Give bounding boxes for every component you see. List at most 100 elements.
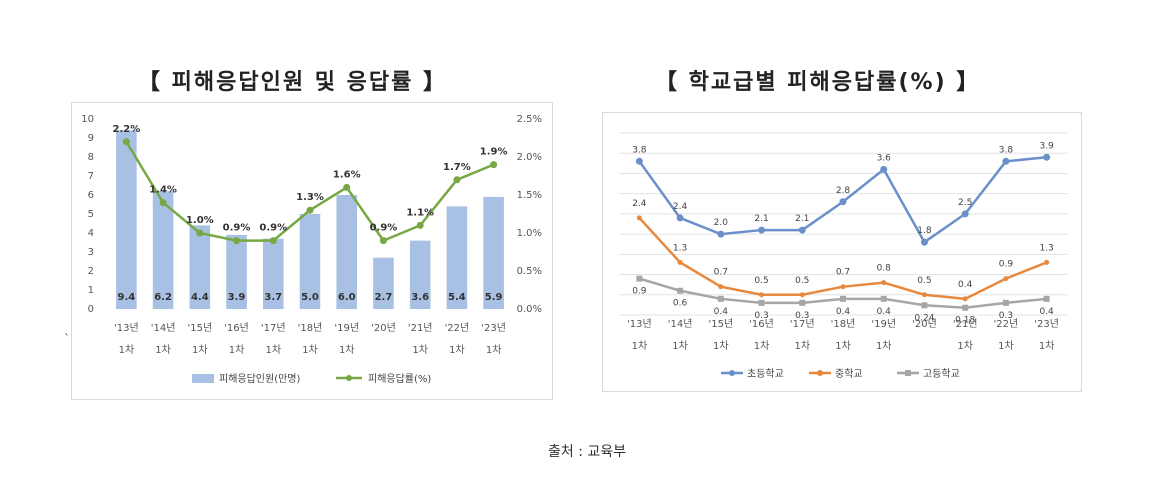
- left-axis-tick-label: 0: [88, 304, 94, 315]
- series-point: [758, 226, 766, 234]
- bar: [373, 257, 394, 309]
- series-point: [799, 299, 806, 306]
- bar-value-label: 3.9: [228, 292, 246, 303]
- bar: [336, 195, 358, 309]
- x-tick-label: 1차: [265, 344, 281, 356]
- series-point: [758, 299, 765, 306]
- bar-value-label: 6.2: [154, 292, 172, 303]
- series-value-label: 0.3: [795, 311, 809, 321]
- left-chart-title: 【 피해응답인원 및 응답률 】: [138, 70, 448, 95]
- x-tick-label: 1차: [794, 340, 810, 352]
- legend-marker: [729, 370, 735, 376]
- rate-value-label: 1.1%: [406, 207, 434, 218]
- series-point: [717, 230, 725, 238]
- bar: [152, 191, 174, 309]
- x-tick-label: '23년: [481, 322, 506, 334]
- left-axis-tick-label: 9: [88, 133, 94, 144]
- series-point: [840, 295, 846, 302]
- x-tick-label: '22년: [445, 322, 470, 334]
- rate-value-label: 1.4%: [149, 185, 177, 196]
- series-value-label: 2.4: [673, 202, 688, 212]
- right-chart-title: 【 학교급별 피해응답률(%) 】: [655, 70, 981, 95]
- x-tick-label: 1차: [1039, 340, 1055, 352]
- bar: [226, 234, 247, 309]
- right-chart-svg: 3.8 2.4 2.0 2.1 2.1 2.8 3.6 1.8 2.5 3.8 3.9 2.4 1.3 0…: [619, 132, 1067, 380]
- x-tick-label: '14년: [151, 322, 176, 334]
- left-chart-svg: 0 1 2 3 4 5 6 7 8 9 10 0.0% 0.5% 1.0% 1.5% 2.0% 2.5% 9.4 6…: [81, 114, 542, 385]
- legend-line-label: 피해응답률(%): [368, 372, 431, 385]
- series-value-label: 0.6: [673, 299, 688, 309]
- series-value-label: 0.8: [877, 264, 892, 274]
- x-tick-label: '22년: [994, 318, 1019, 330]
- series-point: [1044, 259, 1050, 265]
- legend-label: 중학교: [835, 368, 863, 380]
- left-axis-tick-label: 2: [88, 266, 94, 277]
- legend-label: 초등학교: [747, 368, 784, 380]
- legend-label: 고등학교: [923, 368, 960, 380]
- x-tick-label: '21년: [953, 318, 978, 330]
- series-point: [718, 284, 724, 290]
- rate-point: [122, 138, 130, 146]
- bar-value-label: 5.9: [485, 292, 503, 303]
- series-line: [639, 277, 1047, 309]
- series-point: [880, 165, 888, 173]
- x-tick-label: 1차: [412, 344, 428, 356]
- series-point: [635, 157, 643, 165]
- x-tick-label: '13년: [114, 322, 139, 334]
- bar: [262, 238, 284, 309]
- x-tick-label: '13년: [627, 318, 652, 330]
- right-axis-tick-label: 1.5%: [517, 190, 542, 201]
- series-point: [799, 292, 805, 298]
- series-point: [1003, 276, 1009, 282]
- series-value-label: 0.3: [754, 311, 768, 321]
- x-tick-label: '15년: [187, 322, 212, 334]
- x-tick-label: '21년: [408, 322, 433, 334]
- rate-point: [343, 183, 351, 191]
- series-value-label: 2.1: [754, 214, 768, 224]
- rate-value-label: 1.7%: [443, 162, 471, 173]
- bar: [446, 206, 468, 309]
- x-tick-label: 1차: [229, 344, 245, 356]
- rate-value-label: 1.9%: [480, 147, 508, 158]
- right-axis-tick-label: 0.5%: [517, 266, 542, 277]
- series-point: [798, 226, 806, 234]
- left-axis-tick-label: 1: [88, 285, 94, 296]
- series-point: [921, 292, 927, 298]
- rate-value-label: 0.9%: [223, 223, 251, 234]
- series-value-label: 3.9: [1039, 141, 1054, 151]
- x-tick-label: '15년: [708, 318, 733, 330]
- x-tick-label: '16년: [749, 318, 774, 330]
- series-point: [839, 198, 847, 206]
- series-point: [880, 295, 887, 302]
- series-point: [962, 304, 969, 311]
- bar-value-label: 2.7: [375, 292, 393, 303]
- bar-value-label: 9.4: [118, 292, 136, 303]
- series-point: [921, 302, 928, 309]
- rate-point: [490, 161, 498, 169]
- series-point: [881, 280, 887, 286]
- series-value-label: 0.9: [999, 260, 1014, 270]
- series-value-label: 2.0: [714, 218, 729, 228]
- x-tick-label: 1차: [672, 340, 688, 352]
- series-point: [636, 215, 642, 221]
- series-point: [840, 284, 846, 290]
- series-value-label: 0.4: [1039, 307, 1054, 317]
- left-axis-tick-label: 10: [81, 114, 94, 125]
- bar-value-label: 5.0: [301, 292, 319, 303]
- series-value-label: 0.7: [836, 268, 850, 278]
- series-value-label: 1.3: [673, 243, 687, 253]
- rate-point: [453, 176, 461, 184]
- bar: [189, 225, 211, 309]
- series-point: [1002, 299, 1009, 306]
- bar-value-label: 5.4: [448, 292, 466, 303]
- rate-point: [379, 237, 387, 245]
- legend-line-marker: [346, 375, 352, 381]
- rate-value-label: 1.6%: [333, 169, 361, 180]
- rate-point: [196, 229, 204, 237]
- series-value-label: 2.4: [632, 199, 647, 209]
- rate-value-label: 2.2%: [112, 124, 140, 135]
- rate-point: [159, 199, 167, 207]
- series-value-label: 0.7: [714, 268, 728, 278]
- x-tick-label: 1차: [119, 344, 135, 356]
- series-point: [676, 214, 684, 222]
